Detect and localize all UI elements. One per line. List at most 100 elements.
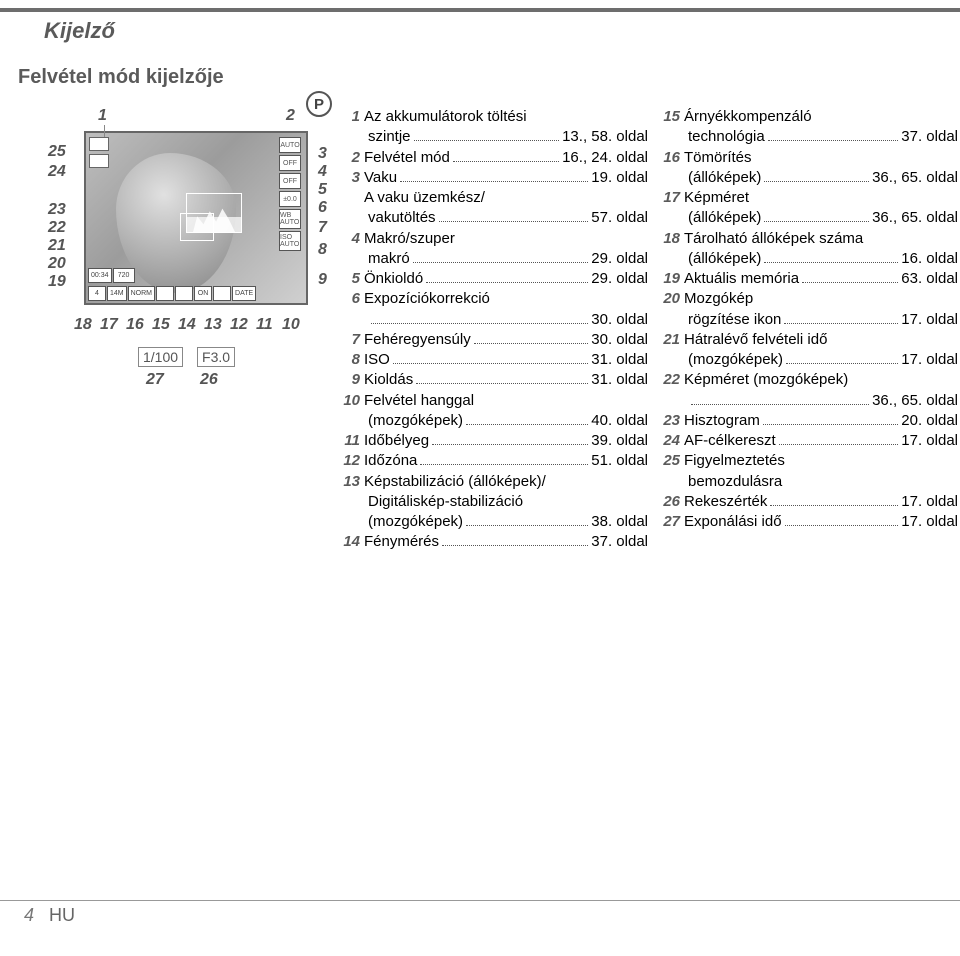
legend-entry: 24AF-célkereszt17. oldal — [658, 431, 958, 451]
legend-page-ref: 40. oldal — [591, 411, 648, 431]
callout-14: 14 — [178, 316, 196, 334]
legend-label: Árnyékkompenzáló — [684, 107, 812, 127]
legend-number: 9 — [342, 370, 364, 390]
exposure-readout: 1/100 F3.0 — [138, 347, 235, 367]
legend-label: Tárolható állóképek száma — [684, 229, 863, 249]
legend-entry: 15Árnyékkompenzáló — [658, 107, 958, 127]
leader-dots — [393, 363, 588, 364]
legend-page-ref: 38. oldal — [591, 512, 648, 532]
legend-continuation: 30. oldal — [342, 310, 648, 330]
legend-page-ref: 31. oldal — [591, 350, 648, 370]
leader-dots — [691, 404, 869, 405]
legend-label: Képméret — [684, 188, 749, 208]
callout-6: 6 — [318, 199, 327, 217]
mode-p-icon: P — [306, 91, 332, 117]
callout-13: 13 — [204, 316, 222, 334]
legend-page-ref: 16., 24. oldal — [562, 148, 648, 168]
legend-page-ref: 31. oldal — [591, 370, 648, 390]
legend-page-ref: 29. oldal — [591, 269, 648, 289]
lead-line — [104, 125, 105, 137]
leader-dots — [785, 525, 899, 526]
legend-number: 5 — [342, 269, 364, 289]
legend-label: Expozíciókorrekció — [364, 289, 490, 309]
legend-number: 11 — [342, 431, 364, 451]
legend-number: 17 — [658, 188, 684, 208]
legend-page-ref: 30. oldal — [591, 330, 648, 350]
legend-number: 27 — [658, 512, 684, 532]
wb-icon: WB AUTO — [279, 209, 301, 229]
meter-icon — [175, 286, 193, 301]
legend-label: Hisztogram — [684, 411, 760, 431]
legend-entry: 22Képméret (mozgóképek) — [658, 370, 958, 390]
callout-19: 19 — [48, 273, 66, 291]
macro-off-icon: OFF — [279, 173, 301, 189]
callout-18: 18 — [74, 316, 92, 334]
iso-icon: ISO AUTO — [279, 231, 301, 251]
date-icon: DATE — [232, 286, 256, 301]
legend-continuation: (mozgóképek)17. oldal — [658, 350, 958, 370]
legend-continuation: 36., 65. oldal — [658, 391, 958, 411]
screen-box: AUTO OFF OFF ±0.0 WB AUTO ISO AUTO 00:34… — [84, 131, 308, 305]
time-row: 00:34 720 — [88, 268, 135, 283]
rec-time-icon: 00:34 — [88, 268, 112, 283]
callout-22: 22 — [48, 219, 66, 237]
shutter-value: 1/100 — [138, 347, 183, 367]
legend-entry: 14Fénymérés37. oldal — [342, 532, 648, 552]
legend-continuation: vakutöltés57. oldal — [342, 208, 648, 228]
legend-page-ref: 57. oldal — [591, 208, 648, 228]
legend-number: 25 — [658, 451, 684, 471]
leader-dots — [802, 282, 898, 283]
legend-label: Kioldás — [364, 370, 413, 390]
legend-page-ref: 39. oldal — [591, 431, 648, 451]
legend-label: Vaku — [364, 168, 397, 188]
leader-dots — [439, 221, 589, 222]
legend-label: Aktuális memória — [684, 269, 799, 289]
legend-continuation: (mozgóképek)40. oldal — [342, 411, 648, 431]
legend-page-ref: 36., 65. oldal — [872, 208, 958, 228]
legend-page-ref: 63. oldal — [901, 269, 958, 289]
legend-page-ref: 36., 65. oldal — [872, 391, 958, 411]
legend-entry: 8ISO31. oldal — [342, 350, 648, 370]
legend-continuation: (mozgóképek)38. oldal — [342, 512, 648, 532]
auto-icon: AUTO — [279, 137, 301, 153]
legend-entry: 1Az akkumulátorok töltési — [342, 107, 648, 127]
stab-icon — [156, 286, 174, 301]
legend-number: 13 — [342, 472, 364, 492]
legend-entry: 25Figyelmeztetés — [658, 451, 958, 471]
legend-label: A vaku üzemkész/ — [364, 188, 485, 208]
leader-dots — [763, 424, 898, 425]
legend-number: 8 — [342, 350, 364, 370]
legend-entry: 5Önkioldó29. oldal — [342, 269, 648, 289]
right-icon-strip: AUTO OFF OFF ±0.0 WB AUTO ISO AUTO — [279, 137, 303, 251]
legend-entry: 20Mozgókép — [658, 289, 958, 309]
legend-cont-text: technológia — [688, 127, 765, 147]
legend-cont-text: (állóképek) — [688, 249, 761, 269]
legend-page-ref: 17. oldal — [901, 350, 958, 370]
battery-icon — [89, 137, 109, 151]
leader-dots — [413, 262, 589, 263]
page-footer: 4 HU — [0, 900, 960, 926]
camera-screen-diagram: AUTO OFF OFF ±0.0 WB AUTO ISO AUTO 00:34… — [18, 107, 338, 397]
callout-1: 1 — [98, 107, 107, 125]
timer-off-icon: OFF — [279, 155, 301, 171]
legend-label: AF-célkereszt — [684, 431, 776, 451]
legend-number: 6 — [342, 289, 364, 309]
legend-page-ref: 36., 65. oldal — [872, 168, 958, 188]
af-target-icon — [180, 213, 214, 241]
legend-entry: 13Képstabilizáció (állóképek)/ — [342, 472, 648, 492]
legend-page-ref: 17. oldal — [901, 512, 958, 532]
legend-page-ref: 37. oldal — [591, 532, 648, 552]
legend-continuation: szintje13., 58. oldal — [342, 127, 648, 147]
legend-continuation: (állóképek) 36., 65. oldal — [658, 168, 958, 188]
callout-8: 8 — [318, 241, 327, 259]
footer-lang: HU — [49, 905, 75, 925]
leader-dots — [426, 282, 588, 283]
legend-number: 24 — [658, 431, 684, 451]
callout-3: 3 — [318, 145, 327, 163]
legend-label: Makró/szuper — [364, 229, 455, 249]
legend-number: 23 — [658, 411, 684, 431]
callout-7: 7 — [318, 219, 327, 237]
legend-cont-text: (állóképek) — [688, 168, 761, 188]
legend-page-ref: 37. oldal — [901, 127, 958, 147]
legend-number: 2 — [342, 148, 364, 168]
